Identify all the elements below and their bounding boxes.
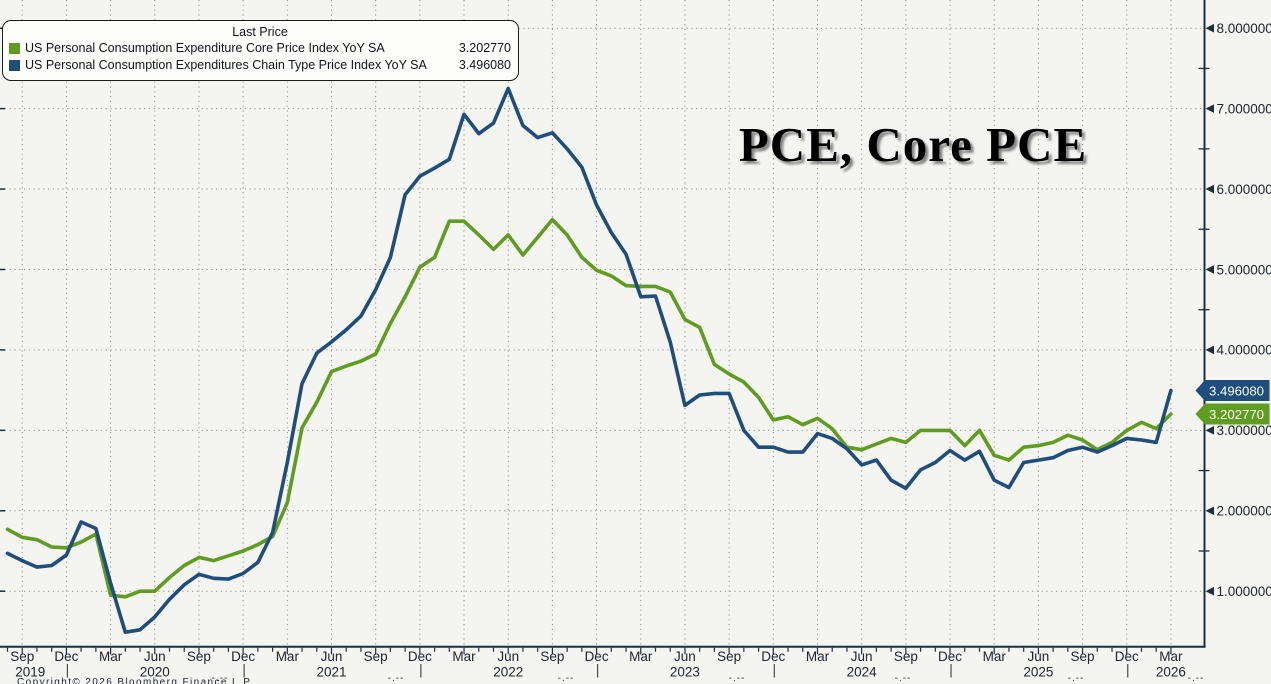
core-pce-last-price-tag bbox=[1195, 403, 1270, 425]
x-axis-year-label: 2024 bbox=[847, 665, 878, 680]
footer-clipped-text: Copyright© 2026 Bloomberg Finance L.P. bbox=[17, 677, 255, 684]
x-axis-month-label: Sep bbox=[10, 649, 34, 664]
x-axis-month-label: Mar bbox=[629, 649, 653, 664]
y-axis-tick-arrow-icon bbox=[1205, 265, 1214, 274]
x-axis-month-label: Mar bbox=[806, 649, 830, 664]
y-axis-tick-label: 4.000000 bbox=[1217, 343, 1271, 358]
y-axis-tick-arrow-icon bbox=[1205, 506, 1214, 516]
x-axis-year-label: 2026 bbox=[1156, 665, 1186, 680]
core-pce-legend-label: US Personal Consumption Expenditure Core… bbox=[25, 41, 385, 55]
core-pce-line bbox=[5, 217, 1173, 599]
core-pce-last-price: 3.202770 bbox=[458, 41, 511, 55]
chart-title: PCE, Core PCE bbox=[738, 117, 1088, 172]
clipped-axis-mark: -.-- bbox=[558, 673, 575, 684]
x-axis-month-label: Dec bbox=[231, 649, 255, 664]
x-axis-month-label: Dec bbox=[761, 649, 785, 664]
x-axis-month-label: Sep bbox=[540, 649, 564, 664]
core-pce-swatch-icon bbox=[9, 43, 20, 54]
y-axis-tick-arrow-icon bbox=[1205, 184, 1214, 194]
x-axis-year-label: 2020 bbox=[140, 665, 170, 680]
x-axis-month-label: Dec bbox=[1115, 649, 1139, 664]
legend-row-pce[interactable]: US Personal Consumption Expenditures Cha… bbox=[9, 57, 511, 74]
y-axis-tick-label: 2.000000 bbox=[1217, 504, 1271, 519]
pce-swatch-icon bbox=[9, 60, 20, 71]
x-axis-month-label: Mar bbox=[276, 649, 300, 664]
x-axis-month-label: Dec bbox=[408, 649, 432, 664]
x-axis-year-label: 2023 bbox=[670, 665, 700, 680]
pce-last-price-tag bbox=[1195, 379, 1270, 401]
x-axis-month-label: Jun bbox=[321, 649, 343, 664]
clipped-axis-mark: -.-- bbox=[895, 673, 912, 684]
y-axis-tick-label: 8.000000 bbox=[1217, 21, 1271, 36]
x-axis-month-label: Jun bbox=[144, 649, 166, 664]
x-axis-year-label: 2022 bbox=[493, 665, 523, 680]
x-axis-month-label: Mar bbox=[1159, 649, 1183, 664]
last-price-tag-value: 3.496080 bbox=[1209, 383, 1264, 398]
x-axis-year-label: 2021 bbox=[316, 665, 346, 680]
x-axis-month-label: Sep bbox=[364, 649, 388, 664]
y-axis-tick-arrow-icon bbox=[1205, 104, 1214, 113]
y-axis-tick-label: 6.000000 bbox=[1217, 182, 1271, 197]
x-axis-month-label: Sep bbox=[1071, 649, 1095, 664]
x-axis-month-label: Jun bbox=[674, 649, 696, 664]
x-axis-month-label: Mar bbox=[99, 649, 123, 664]
x-axis-month-label: Dec bbox=[938, 649, 962, 664]
pce-line bbox=[5, 86, 1173, 635]
clipped-axis-mark: -.-- bbox=[729, 673, 746, 684]
x-axis-month-label: Jun bbox=[1027, 649, 1049, 664]
x-axis-month-label: Mar bbox=[983, 649, 1007, 664]
clipped-axis-mark: -.-- bbox=[1188, 673, 1205, 684]
pce-last-price: 3.496080 bbox=[458, 58, 511, 72]
x-axis-month-label: Jun bbox=[851, 649, 873, 664]
clipped-axis-mark: -.-- bbox=[1068, 673, 1085, 684]
x-axis-month-label: Sep bbox=[894, 649, 918, 664]
legend-title: Last Price bbox=[232, 25, 288, 39]
x-axis-month-label: Sep bbox=[187, 649, 211, 664]
legend-row-core-pce[interactable]: US Personal Consumption Expenditure Core… bbox=[9, 40, 511, 57]
x-axis-year-label: 2025 bbox=[1023, 665, 1053, 680]
x-axis-month-label: Jun bbox=[497, 649, 519, 664]
x-axis-month-label: Dec bbox=[585, 649, 609, 664]
y-axis-tick-label: 7.000000 bbox=[1217, 101, 1271, 116]
x-axis-month-label: Sep bbox=[717, 649, 741, 664]
x-axis-month-label: Mar bbox=[452, 649, 476, 664]
y-axis-tick-arrow-icon bbox=[1205, 23, 1214, 33]
y-axis-tick-arrow-icon bbox=[1205, 586, 1214, 596]
clipped-axis-mark: -.-- bbox=[388, 673, 405, 684]
y-axis-tick-arrow-icon bbox=[1205, 426, 1214, 435]
last-price-tag-value: 3.202770 bbox=[1209, 407, 1264, 422]
y-axis-tick-label: 3.000000 bbox=[1217, 423, 1271, 438]
y-axis-tick-arrow-icon bbox=[1205, 345, 1214, 355]
clipped-axis-mark: -.-- bbox=[212, 673, 229, 684]
legend-box: Last Price US Personal Consumption Expen… bbox=[2, 20, 519, 81]
y-axis-tick-label: 5.000000 bbox=[1217, 262, 1271, 277]
pce-legend-label: US Personal Consumption Expenditures Cha… bbox=[25, 58, 427, 72]
y-axis-tick-label: 1.000000 bbox=[1217, 584, 1271, 599]
x-axis-month-label: Dec bbox=[54, 649, 78, 664]
x-axis-year-label: 2019 bbox=[15, 665, 45, 680]
